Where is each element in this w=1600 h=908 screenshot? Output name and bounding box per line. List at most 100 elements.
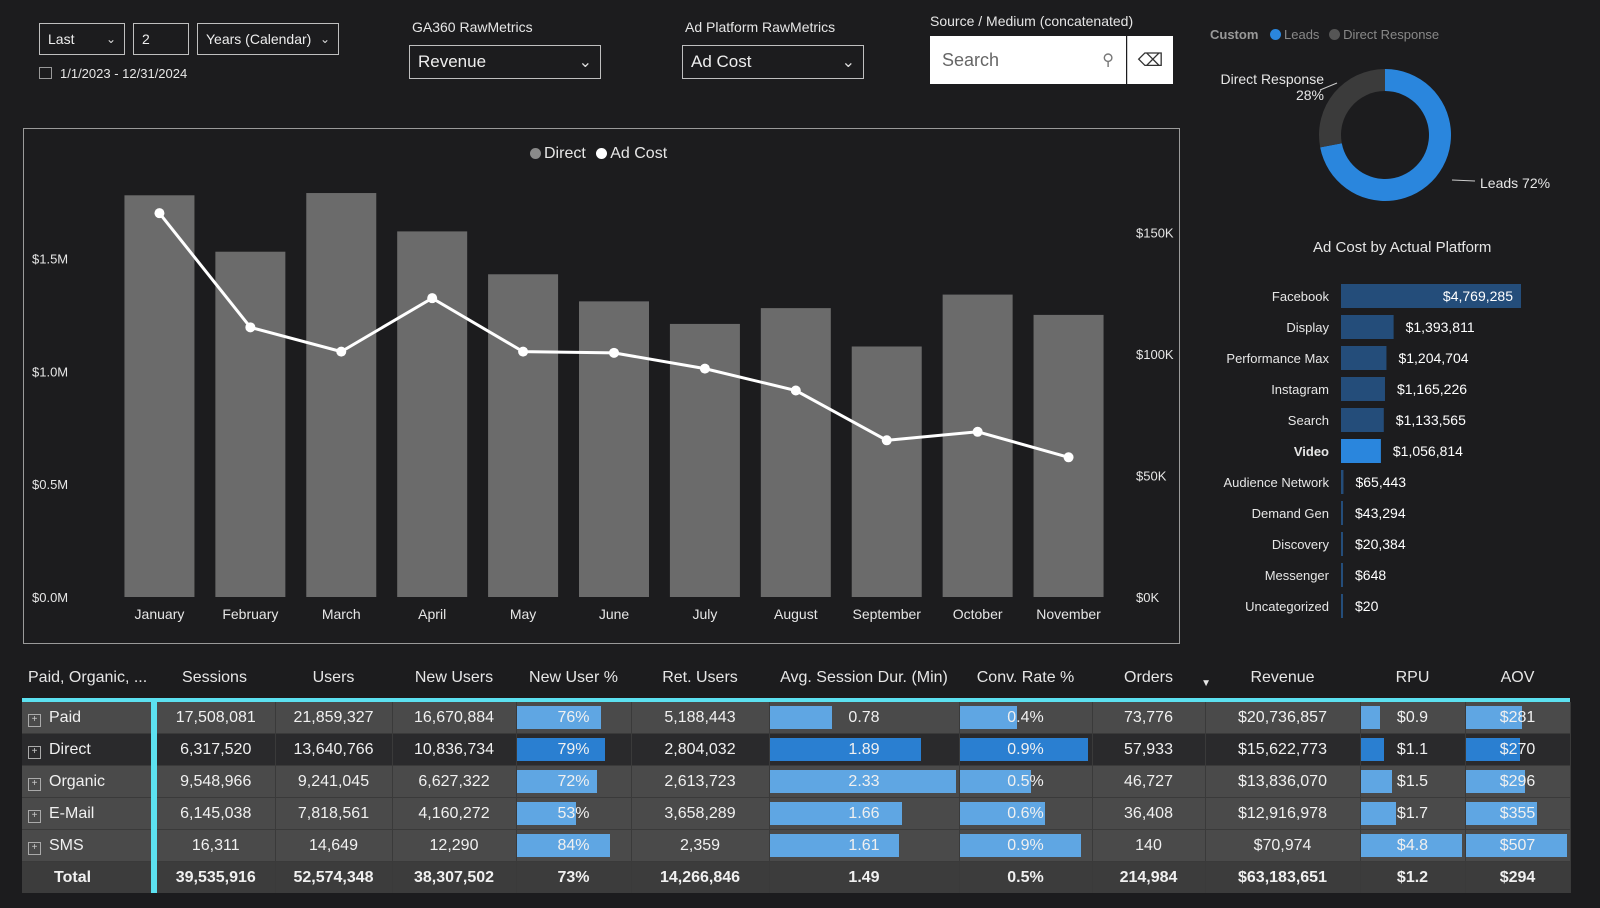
platform-bar[interactable] [1341,532,1343,556]
col-header-aov[interactable]: AOV [1500,669,1535,686]
ga360-metric-select[interactable]: Revenue ⌄ [409,45,601,79]
cell-value: $270 [1499,740,1536,758]
bar-direct[interactable] [579,301,649,597]
legend-dot-direct-response [1329,29,1341,40]
cell-value: 5,188,443 [631,702,770,734]
ad-platform-metric-select[interactable]: Ad Cost ⌄ [682,45,864,79]
platform-label: Uncategorized [1245,599,1329,614]
clear-search-button[interactable]: ⌫ [1127,36,1173,84]
platform-bar[interactable] [1341,346,1387,370]
expand-icon[interactable]: + [28,713,41,727]
ad-cost-point[interactable] [790,385,801,396]
donut-slice[interactable] [1319,69,1385,148]
col-header-avg-session[interactable]: Avg. Session Dur. (Min) [780,669,948,686]
platform-bar[interactable] [1341,408,1384,432]
databar-cell: $270 [1465,733,1571,766]
bar-direct[interactable] [488,274,559,597]
period-unit-select[interactable]: Years (Calendar) ⌄ [197,23,339,55]
databar [959,802,1045,825]
total-label: Total [22,861,157,893]
cell-value: 1.89 [848,740,880,758]
platform-bar[interactable] [1341,563,1343,587]
cell-value: 0.78 [848,708,880,726]
col-header-ret-users[interactable]: Ret. Users [662,669,738,686]
platform-bar[interactable] [1341,284,1521,308]
col-header-new-user-pct[interactable]: New User % [529,669,618,686]
row-label-cell[interactable]: + SMS [22,829,157,862]
relative-count-input[interactable]: 2 [133,23,189,55]
platform-label: Video [1294,444,1329,459]
bar-direct[interactable] [215,251,286,597]
expand-icon[interactable]: + [28,777,41,791]
ad-cost-point[interactable] [245,322,256,333]
relative-mode-value: Last [48,31,75,47]
table-row[interactable]: + Direct 6,317,520 13,640,766 10,836,734 79% 2… [22,733,1571,766]
platform-bar[interactable] [1341,501,1343,525]
bar-direct[interactable] [306,193,377,597]
ad-cost-point[interactable] [972,426,983,437]
col-header-channel[interactable]: Paid, Organic, ... [28,669,148,686]
cell-value: 2.33 [848,772,880,790]
total-value: 214,984 [1092,861,1206,893]
col-header-users[interactable]: Users [312,669,355,686]
total-value: $294 [1465,861,1571,893]
ad-cost-point[interactable] [518,346,529,357]
legend-dot-direct [530,148,541,159]
chevron-down-icon: ⌄ [319,32,330,46]
col-header-revenue[interactable]: Revenue [1250,669,1315,686]
row-label-cell[interactable]: + Paid [22,702,157,734]
databar [516,738,605,761]
col-header-orders[interactable]: Orders ▼ [1092,658,1211,698]
databar [769,834,899,857]
databar-cell: 0.4% [959,702,1093,734]
bar-direct[interactable] [397,231,468,597]
platform-value-label: $1,133,565 [1396,412,1466,428]
platform-value-label: $1,204,704 [1398,350,1468,366]
eraser-icon: ⌫ [1137,49,1164,70]
total-value: $63,183,651 [1205,861,1361,893]
relative-mode-select[interactable]: Last ⌄ [39,23,125,55]
databar-cell: $281 [1465,702,1571,734]
row-label-cell[interactable]: + E-Mail [22,797,157,830]
databar-cell: 72% [516,765,632,798]
ad-cost-point[interactable] [154,208,165,219]
platform-bar[interactable] [1341,470,1344,494]
table-row[interactable]: + E-Mail 6,145,038 7,818,561 4,160,272 53% 3,6… [22,797,1571,830]
ad-cost-point[interactable] [427,293,438,304]
bar-direct[interactable] [851,346,922,597]
col-header-new-users[interactable]: New Users [414,669,494,686]
databar-cell: 0.78 [769,702,960,734]
platform-bar[interactable] [1341,377,1385,401]
platform-bar[interactable] [1341,315,1394,339]
cell-value: 6,145,038 [154,797,276,830]
total-value: 14,266,846 [631,861,770,893]
table-row[interactable]: + Paid 17,508,081 21,859,327 16,670,884 76% 5,… [22,702,1571,734]
col-header-conv-rate[interactable]: Conv. Rate % [976,669,1075,686]
bar-direct[interactable] [942,294,1013,597]
donut-slice[interactable] [1320,69,1451,201]
col-header-rpu[interactable]: RPU [1395,669,1430,686]
expand-icon[interactable]: + [28,809,41,823]
ad-cost-point[interactable] [699,363,710,374]
table-row[interactable]: + Organic 9,548,966 9,241,045 6,627,322 72% 2,… [22,765,1571,798]
databar-cell: $355 [1465,797,1571,830]
legend-item-leads: Leads [1284,27,1320,42]
bar-direct[interactable] [124,195,195,597]
row-label-cell[interactable]: + Direct [22,733,157,766]
bar-direct[interactable] [760,308,831,597]
databar [1465,706,1522,729]
expand-icon[interactable]: + [28,745,41,759]
col-header-sessions[interactable]: Sessions [182,669,247,686]
total-value: 73% [516,861,632,893]
search-input[interactable]: Search ⚲ [930,36,1126,84]
ad-cost-point[interactable] [336,346,347,357]
databar [959,834,1081,857]
table-row[interactable]: + SMS 16,311 14,649 12,290 84% 2,359 1.61 0.9% 14… [22,829,1571,862]
row-label-cell[interactable]: + Organic [22,765,157,798]
expand-icon[interactable]: + [28,841,41,855]
platform-bar[interactable] [1341,439,1381,463]
platform-bar[interactable] [1341,594,1343,618]
ad-cost-point[interactable] [881,435,892,446]
ad-cost-point[interactable] [1063,452,1074,463]
ad-cost-point[interactable] [609,347,619,358]
